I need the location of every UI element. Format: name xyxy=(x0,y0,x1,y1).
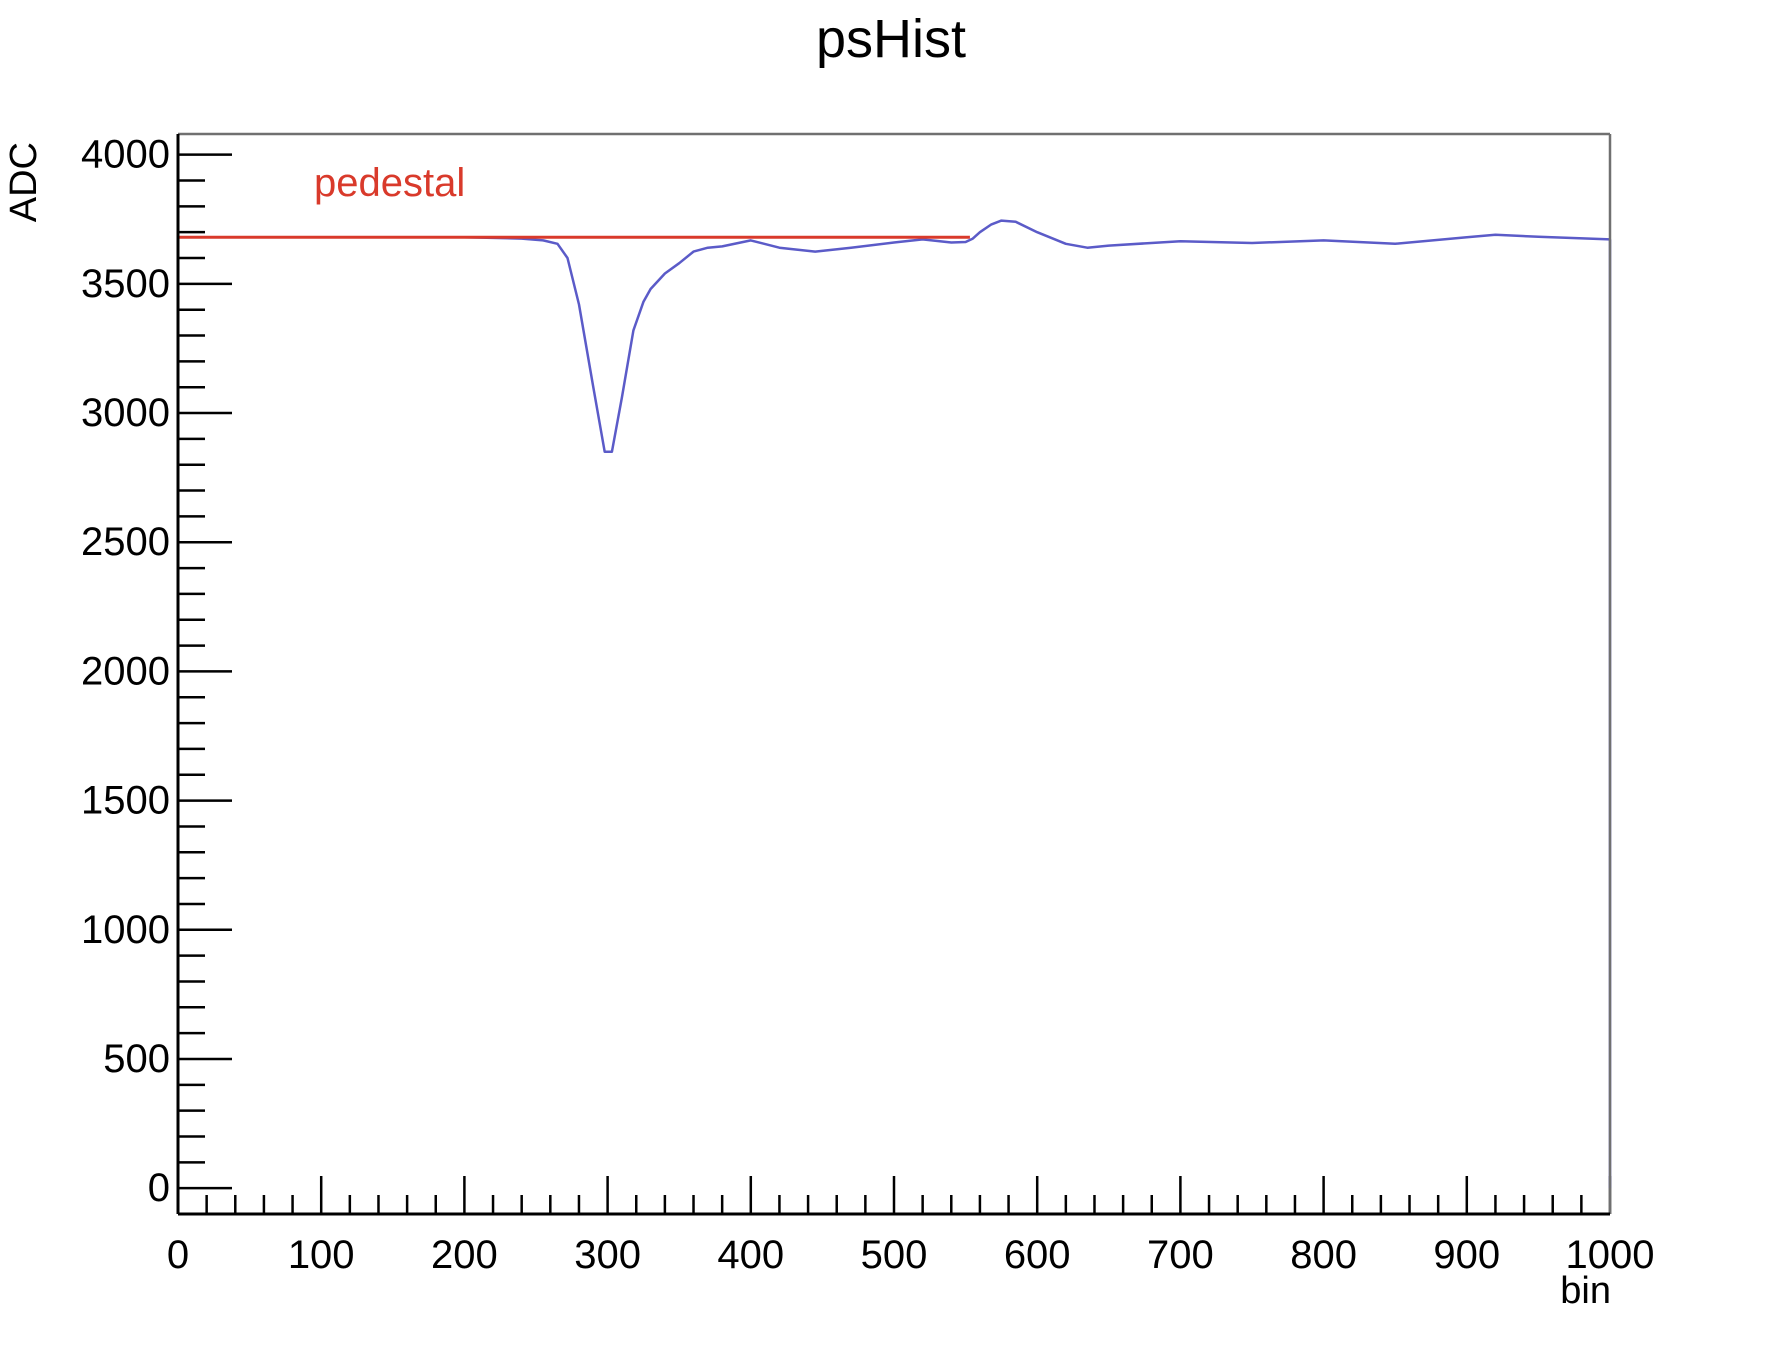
x-tick-label: 700 xyxy=(1147,1233,1214,1277)
pedestal-annotation: pedestal xyxy=(314,161,465,205)
x-tick-label: 0 xyxy=(167,1233,189,1277)
x-axis-label: bin xyxy=(1560,1270,1611,1312)
y-tick-label: 1500 xyxy=(81,779,170,823)
y-tick-label: 3000 xyxy=(81,391,170,435)
chart-title: psHist xyxy=(816,9,966,69)
y-tick-label: 4000 xyxy=(81,133,170,177)
tick-labels: 0 500 1000 1500 2000 2500 3000 3500 4000 0 100 200 3… xyxy=(81,133,1654,1277)
y-tick-label: 2500 xyxy=(81,520,170,564)
plot-marks: pedestal xyxy=(178,161,1612,1189)
x-tick-label: 900 xyxy=(1433,1233,1500,1277)
axis-ticks xyxy=(176,153,1612,1214)
x-tick-label: 200 xyxy=(431,1233,498,1277)
y-tick-label: 3500 xyxy=(81,262,170,306)
y-tick-label: 2000 xyxy=(81,649,170,693)
y-tick-label: 500 xyxy=(103,1037,170,1081)
x-tick-label: 100 xyxy=(288,1233,355,1277)
x-tick-label: 400 xyxy=(717,1233,784,1277)
x-tick-label: 600 xyxy=(1004,1233,1071,1277)
signal-series-line xyxy=(178,219,1611,454)
x-tick-label: 500 xyxy=(861,1233,928,1277)
plot-frame xyxy=(176,132,1612,1216)
x-tick-label: 300 xyxy=(574,1233,641,1277)
y-tick-label: 1000 xyxy=(81,908,170,952)
y-axis-label: ADC xyxy=(3,142,45,222)
x-tick-label: 1000 xyxy=(1566,1233,1655,1277)
x-tick-label: 800 xyxy=(1290,1233,1357,1277)
y-tick-label: 0 xyxy=(148,1166,170,1210)
